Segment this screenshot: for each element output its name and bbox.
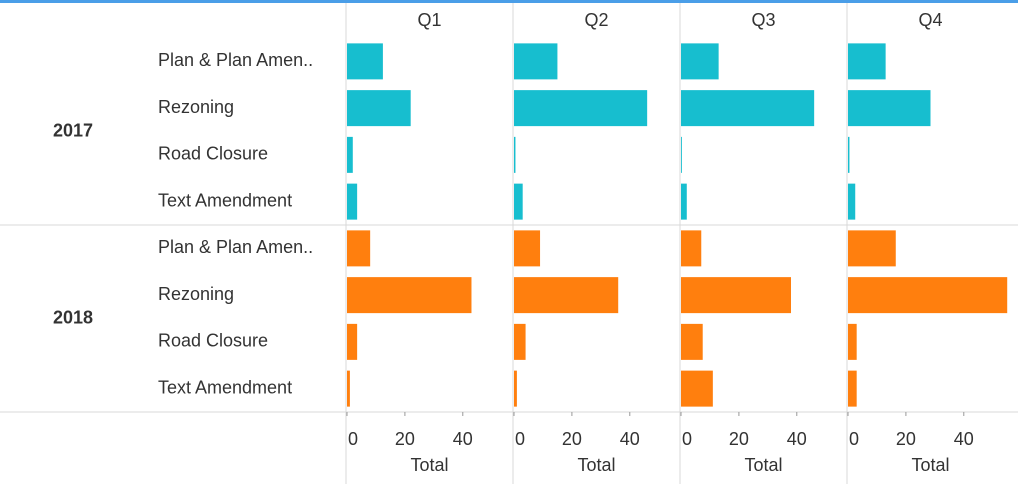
row-label: Text Amendment [158, 377, 292, 397]
bar [848, 277, 1008, 314]
x-tick-label: 20 [562, 429, 582, 449]
x-tick-label: 20 [896, 429, 916, 449]
panel-header: Q1 [417, 10, 441, 30]
panel-header: Q2 [584, 10, 608, 30]
bar [848, 323, 857, 360]
bar [347, 183, 358, 220]
bar [681, 230, 702, 267]
bar [848, 136, 850, 173]
row-label: Plan & Plan Amen.. [158, 237, 313, 257]
x-tick-label: 20 [395, 429, 415, 449]
bar [347, 277, 472, 314]
row-label: Plan & Plan Amen.. [158, 50, 313, 70]
bar [347, 370, 350, 407]
year-label: 2018 [53, 307, 93, 327]
x-tick-label: 20 [729, 429, 749, 449]
x-axis-label: Total [577, 455, 615, 475]
bar [514, 370, 517, 407]
bar [848, 370, 857, 407]
bar [681, 323, 703, 360]
bar [681, 370, 713, 407]
x-tick-label: 0 [348, 429, 358, 449]
bar [514, 90, 648, 127]
row-label: Rezoning [158, 284, 234, 304]
bar [681, 136, 682, 173]
bar [681, 43, 719, 80]
panel-header: Q3 [751, 10, 775, 30]
panel-header: Q4 [918, 10, 942, 30]
bar [347, 323, 358, 360]
x-axis-label: Total [410, 455, 448, 475]
x-tick-label: 40 [453, 429, 473, 449]
x-axis-label: Total [911, 455, 949, 475]
row-label: Road Closure [158, 331, 268, 351]
x-tick-label: 40 [954, 429, 974, 449]
bar [347, 43, 383, 80]
bar [514, 136, 516, 173]
bar [681, 183, 687, 220]
bar [514, 277, 619, 314]
bar [347, 90, 411, 127]
row-label: Rezoning [158, 97, 234, 117]
row-label: Text Amendment [158, 190, 292, 210]
bar [681, 277, 791, 314]
x-tick-label: 40 [620, 429, 640, 449]
year-label: 2017 [53, 120, 93, 140]
x-tick-label: 0 [515, 429, 525, 449]
x-axis-label: Total [744, 455, 782, 475]
x-tick-label: 40 [787, 429, 807, 449]
bar [347, 230, 371, 267]
bar [347, 136, 353, 173]
x-tick-label: 0 [682, 429, 692, 449]
x-tick-label: 0 [849, 429, 859, 449]
bar [848, 230, 896, 267]
row-label: Road Closure [158, 144, 268, 164]
bar [514, 230, 541, 267]
top-border [0, 0, 1018, 3]
bar [514, 183, 523, 220]
bar [848, 90, 931, 127]
bar [514, 323, 526, 360]
bar [848, 43, 886, 80]
bar [848, 183, 856, 220]
bar [514, 43, 558, 80]
bar [681, 90, 815, 127]
